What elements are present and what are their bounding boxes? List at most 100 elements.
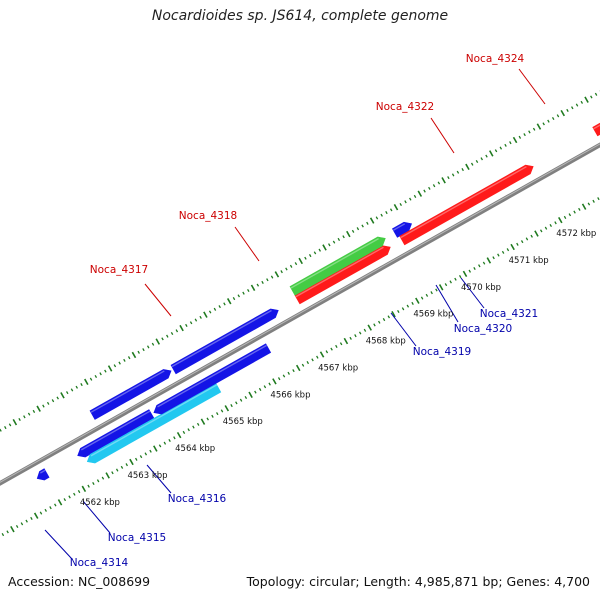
outer-tick <box>351 229 355 233</box>
outer-tick <box>274 271 280 278</box>
outer-tick <box>155 338 161 345</box>
inner-tick <box>525 237 529 241</box>
outer-tick <box>590 95 593 99</box>
gene-arrow <box>294 245 391 305</box>
gene-highlight <box>400 166 527 239</box>
inner-tick <box>192 425 195 429</box>
gene-label: Noca_4314 <box>70 557 129 569</box>
scale-tick-label: 4567 kbp <box>318 363 358 373</box>
outer-tick <box>332 240 336 244</box>
gene-label: Noca_4316 <box>168 493 227 505</box>
inner-tick <box>287 371 290 375</box>
inner-tick <box>330 347 333 351</box>
outer-tick <box>361 224 364 228</box>
outer-tick <box>385 211 388 215</box>
scale-tick-label: 4565 kbp <box>223 417 263 427</box>
inner-tick <box>462 270 468 278</box>
inner-tick <box>15 524 19 529</box>
gene-highlight <box>171 309 272 368</box>
outer-tick <box>566 108 569 112</box>
outer-tick <box>518 135 522 139</box>
inner-tick <box>458 275 462 279</box>
outer-tick <box>594 92 598 96</box>
inner-tick <box>153 445 158 452</box>
outer-tick <box>189 321 193 325</box>
inner-tick <box>306 361 310 365</box>
inner-tick <box>235 401 238 405</box>
inner-tick <box>435 288 438 292</box>
inner-tick <box>135 457 138 461</box>
outer-tick <box>289 264 293 268</box>
callout-line <box>146 464 172 494</box>
gene-highlight <box>40 469 46 474</box>
callout-lines <box>44 68 546 560</box>
outer-tick <box>560 109 565 117</box>
outer-tick <box>80 383 83 387</box>
inner-tick <box>401 307 405 311</box>
callout-line <box>435 284 459 323</box>
backbone-track <box>0 142 600 486</box>
inner-tick <box>558 216 563 224</box>
outer-tick <box>8 423 12 427</box>
outer-tick <box>580 100 584 104</box>
backbone-line <box>0 142 600 486</box>
inner-tick <box>430 291 433 295</box>
outer-tick <box>571 106 574 110</box>
outer-tick <box>465 163 470 171</box>
inner-tick <box>149 449 152 453</box>
outer-tick <box>280 270 283 274</box>
callout-line <box>518 68 546 105</box>
accession-text: Accession: NC_008699 <box>8 574 151 589</box>
inner-tick <box>20 522 24 526</box>
outer-tick <box>213 307 217 311</box>
outer-tick <box>46 401 50 405</box>
outer-tick <box>113 364 117 368</box>
gene-highlight <box>295 246 384 298</box>
outer-tick <box>89 377 93 381</box>
gene-label: Noca_4322 <box>376 101 434 113</box>
inner-tick <box>411 301 414 305</box>
outer-tick <box>237 294 241 298</box>
inner-tick <box>144 452 148 456</box>
outer-tick <box>346 230 351 238</box>
scale-tick-label: 4563 kbp <box>127 471 167 481</box>
outer-tick <box>528 130 531 134</box>
outer-tick <box>423 189 426 193</box>
inner-tick <box>57 499 63 506</box>
inner-tick <box>206 417 209 421</box>
outer-tick <box>250 284 256 291</box>
backbone-highlight <box>0 143 600 483</box>
outer-tick <box>437 181 441 185</box>
outer-tick <box>556 114 560 118</box>
outer-tick <box>456 170 460 174</box>
inner-tick <box>158 444 162 448</box>
outer-tick <box>536 123 542 130</box>
outer-tick <box>18 417 21 422</box>
inner-tick <box>182 430 186 434</box>
gene-arrow <box>36 468 50 481</box>
inner-tick <box>325 350 329 354</box>
outer-tick <box>328 243 331 247</box>
outer-tick <box>509 141 512 145</box>
outer-tick <box>318 248 322 252</box>
outer-tick <box>322 244 327 251</box>
outer-tick <box>127 356 131 360</box>
outer-tick <box>485 154 488 158</box>
inner-tick <box>492 256 495 260</box>
outer-tick <box>393 203 399 211</box>
outer-tick <box>575 103 579 107</box>
gene-highlight <box>80 410 151 451</box>
inner-tick <box>77 490 81 494</box>
inner-tick <box>176 431 182 439</box>
outer-tick <box>480 157 483 161</box>
outer-tick <box>547 119 550 123</box>
outer-tick <box>294 262 298 266</box>
gene-arrow <box>391 221 413 238</box>
outer-tick <box>151 342 155 346</box>
gene-label: Noca_4315 <box>108 532 166 544</box>
gene-label: Noca_4324 <box>466 53 525 65</box>
inner-tick <box>406 304 410 308</box>
inner-tick <box>397 309 400 314</box>
inner-tick <box>44 508 47 512</box>
inner-tick <box>111 471 114 475</box>
